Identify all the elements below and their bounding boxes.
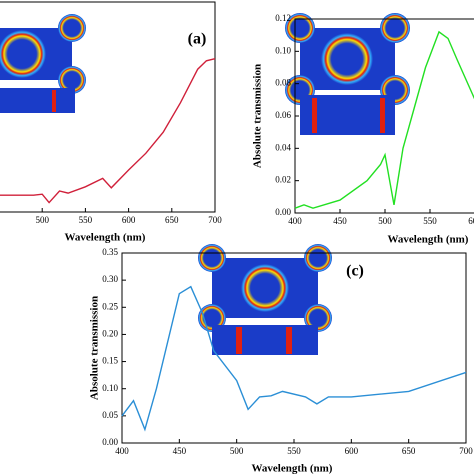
x-tick-label: 650 xyxy=(165,215,179,225)
y-tick-label: 0.05 xyxy=(102,410,118,420)
panel-label: (a) xyxy=(188,31,207,48)
x-tick-label: 500 xyxy=(378,216,392,226)
y-tick-label: 0.08 xyxy=(275,78,291,88)
y-tick-label: 0.04 xyxy=(275,142,291,152)
x-tick-label: 600 xyxy=(468,216,474,226)
inset-c xyxy=(198,244,332,355)
y-tick-label: 0.10 xyxy=(102,383,118,393)
x-tick-label: 650 xyxy=(402,446,416,456)
x-tick-label: 550 xyxy=(287,446,301,456)
y-tick-label: 0.10 xyxy=(275,45,291,55)
y-tick-label: 0.00 xyxy=(275,207,291,217)
x-tick-label: 550 xyxy=(423,216,437,226)
x-tick-label: 450 xyxy=(333,216,347,226)
y-tick-label: 0.00 xyxy=(102,437,118,447)
inset-a xyxy=(0,14,86,113)
x-tick-label: 550 xyxy=(79,215,93,225)
x-axis-label: Wavelength (nm) xyxy=(252,463,333,474)
x-tick-label: 600 xyxy=(122,215,136,225)
x-tick-label: 700 xyxy=(208,215,222,225)
data-line xyxy=(0,58,216,204)
y-tick-label: 0.06 xyxy=(275,110,291,120)
x-axis-label: Wavelength (nm) xyxy=(388,234,469,246)
y-tick-label: 0.30 xyxy=(102,274,118,284)
x-tick-label: 400 xyxy=(115,446,129,456)
data-line xyxy=(121,285,467,432)
x-tick-label: 500 xyxy=(230,446,244,456)
y-tick-label: 0.35 xyxy=(102,247,118,257)
x-tick-label: 600 xyxy=(345,446,359,456)
plot-frame xyxy=(0,1,216,213)
x-tick-label: 450 xyxy=(173,446,187,456)
y-tick-label: 0.12 xyxy=(275,13,291,23)
y-axis-label: Absolute transmission xyxy=(89,296,101,400)
panel-label: (c) xyxy=(346,263,364,280)
y-tick-label: 0.25 xyxy=(102,301,118,311)
x-tick-label: 400 xyxy=(288,216,302,226)
y-axis-label: Absolute transmission xyxy=(252,64,264,168)
y-tick-label: 0.02 xyxy=(275,175,291,185)
x-tick-label: 500 xyxy=(35,215,49,225)
y-tick-label: 0.15 xyxy=(102,356,118,366)
data-line xyxy=(294,30,474,209)
x-tick-label: 700 xyxy=(459,446,473,456)
inset-b xyxy=(285,13,410,135)
x-axis-label: Wavelength (nm) xyxy=(65,232,146,244)
y-tick-label: 0.20 xyxy=(102,328,118,338)
